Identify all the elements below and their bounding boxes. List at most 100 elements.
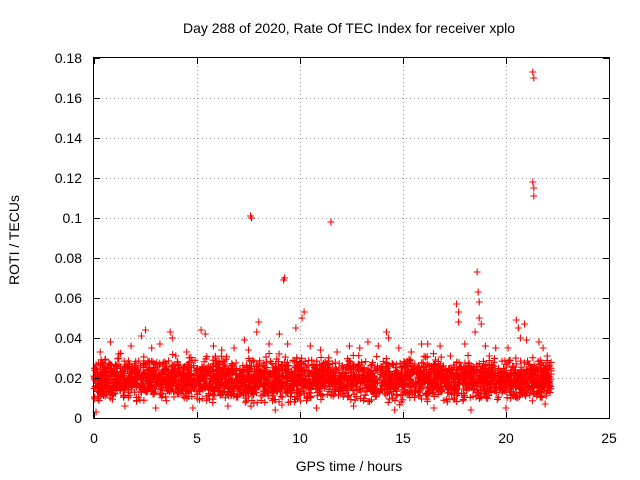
data-point	[538, 393, 546, 401]
data-point	[540, 387, 548, 395]
data-point	[372, 366, 380, 374]
data-point	[340, 371, 348, 379]
data-point	[364, 398, 372, 406]
data-point	[324, 357, 332, 365]
data-point	[312, 404, 320, 412]
data-point	[459, 385, 467, 393]
chart-title: Day 288 of 2020, Rate Of TEC Index for r…	[183, 20, 515, 36]
data-point	[490, 370, 498, 378]
data-point	[100, 391, 108, 399]
data-point	[477, 320, 485, 328]
data-point	[481, 387, 489, 395]
data-point	[443, 398, 451, 406]
data-point	[539, 361, 547, 369]
data-point	[245, 392, 253, 400]
data-point	[520, 359, 528, 367]
data-point	[106, 367, 114, 375]
data-point	[424, 385, 432, 393]
data-point	[395, 344, 403, 352]
data-point	[407, 356, 415, 364]
data-point	[258, 362, 266, 370]
data-point	[325, 379, 333, 387]
data-point	[205, 395, 213, 403]
data-point	[272, 387, 280, 395]
data-point	[466, 373, 474, 381]
data-point	[228, 387, 236, 395]
data-point	[386, 384, 394, 392]
data-point	[156, 340, 164, 348]
data-point	[115, 350, 123, 358]
data-point	[453, 358, 461, 366]
data-point	[317, 346, 325, 354]
data-point	[247, 362, 255, 370]
data-point	[230, 344, 238, 352]
data-point	[168, 361, 176, 369]
data-point	[96, 382, 104, 390]
data-point	[309, 382, 317, 390]
data-point	[372, 376, 380, 384]
data-point	[523, 336, 531, 344]
data-point	[261, 389, 269, 397]
data-point	[304, 370, 312, 378]
data-point	[183, 348, 191, 356]
data-point	[96, 348, 104, 356]
data-point	[265, 349, 273, 357]
y-tick-label: 0.18	[55, 50, 82, 66]
data-point	[193, 394, 201, 402]
data-point	[382, 364, 390, 372]
data-point	[420, 363, 427, 371]
data-point	[333, 383, 341, 391]
data-point	[141, 360, 149, 368]
data-point	[177, 376, 185, 384]
data-point	[113, 362, 121, 370]
data-point	[280, 358, 288, 366]
data-point	[302, 383, 310, 391]
data-point	[357, 395, 365, 403]
data-point	[163, 374, 171, 382]
data-point	[217, 352, 225, 360]
data-point	[529, 178, 537, 186]
data-point	[248, 214, 256, 222]
data-point	[345, 374, 353, 382]
data-point	[216, 375, 224, 383]
data-point	[248, 397, 256, 405]
data-point	[344, 393, 352, 401]
data-point	[131, 388, 139, 396]
data-point	[481, 342, 489, 350]
data-point	[517, 377, 525, 385]
data-point	[496, 385, 504, 393]
data-point	[202, 370, 210, 378]
data-point	[94, 368, 102, 376]
data-point	[166, 328, 174, 336]
data-point	[209, 373, 217, 381]
data-point	[303, 376, 311, 384]
data-point	[418, 340, 426, 348]
data-point	[137, 374, 145, 382]
data-point	[345, 391, 353, 399]
data-point	[98, 359, 106, 367]
data-point	[399, 396, 407, 404]
data-point	[317, 353, 325, 361]
data-point	[469, 363, 477, 371]
data-point	[240, 367, 248, 375]
data-point	[200, 358, 208, 366]
data-point	[224, 402, 232, 410]
data-point	[224, 377, 232, 385]
data-point	[125, 363, 133, 371]
data-point	[374, 362, 382, 370]
data-point	[291, 398, 299, 406]
data-point	[247, 402, 255, 410]
data-point	[449, 375, 457, 383]
data-point	[275, 330, 283, 338]
data-point	[500, 364, 508, 372]
data-point	[374, 342, 382, 350]
data-point	[442, 382, 450, 390]
data-point	[233, 383, 241, 391]
data-point	[296, 388, 304, 396]
data-point	[287, 381, 295, 389]
data-point	[474, 288, 482, 296]
data-point	[113, 386, 121, 394]
data-point	[345, 357, 353, 365]
data-point	[201, 330, 209, 338]
data-point	[265, 340, 273, 348]
